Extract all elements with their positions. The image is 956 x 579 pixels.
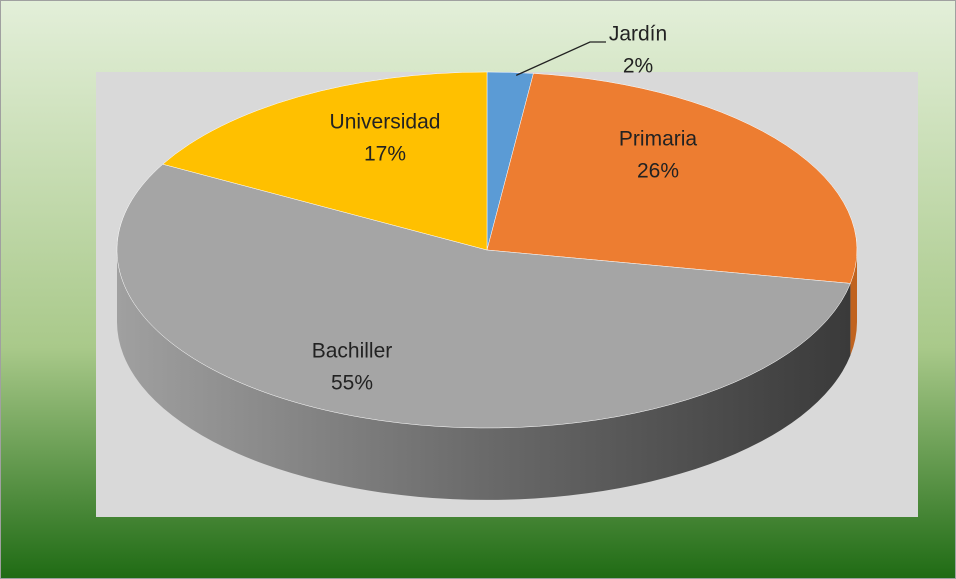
slice-value-label: 55% xyxy=(331,372,373,395)
slice-label: Bachiller xyxy=(312,340,393,363)
slice-value-label: 2% xyxy=(623,55,653,78)
pie-slice xyxy=(486,73,858,284)
pie-slice xyxy=(162,71,488,251)
slice-value-label: 17% xyxy=(364,143,406,166)
pie-slice xyxy=(116,163,851,429)
slice-label: Universidad xyxy=(330,111,441,134)
slice-label: Jardín xyxy=(609,23,667,46)
pie-side xyxy=(850,250,857,356)
slice-label: Primaria xyxy=(619,128,697,151)
pie-side xyxy=(117,250,851,500)
slice-value-label: 26% xyxy=(637,160,679,183)
leader-line xyxy=(515,41,606,76)
